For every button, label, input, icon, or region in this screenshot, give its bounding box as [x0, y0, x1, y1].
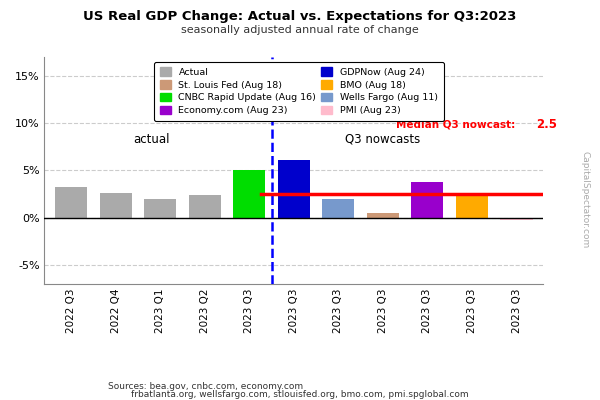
Bar [322, 199, 355, 218]
Text: seasonally adjusted annual rate of change: seasonally adjusted annual rate of chang… [181, 25, 419, 35]
Bar [144, 199, 176, 218]
Text: 2.5: 2.5 [536, 118, 557, 132]
Text: US Real GDP Change: Actual vs. Expectations for Q3:2023: US Real GDP Change: Actual vs. Expectati… [83, 10, 517, 23]
Bar [189, 195, 221, 218]
Bar [55, 187, 87, 218]
Text: Sources: bea.gov, cnbc.com, economy.com: Sources: bea.gov, cnbc.com, economy.com [108, 382, 303, 391]
Bar [100, 193, 132, 218]
Text: Median Q3 nowcast:: Median Q3 nowcast: [396, 120, 515, 130]
Bar [412, 182, 443, 218]
Bar [367, 213, 399, 218]
Bar [456, 194, 488, 218]
Bar [278, 160, 310, 218]
Bar [500, 218, 533, 220]
Text: frbatlanta.org, wellsfargo.com, stlouisfed.org, bmo.com, pmi.spglobal.com: frbatlanta.org, wellsfargo.com, stlouisf… [108, 390, 469, 399]
Bar [233, 170, 265, 218]
Text: CapitalSpectator.com: CapitalSpectator.com [581, 151, 589, 249]
Legend: Actual, St. Louis Fed (Aug 18), CNBC Rapid Update (Aug 16), Economy.com (Aug 23): Actual, St. Louis Fed (Aug 18), CNBC Rap… [154, 62, 443, 121]
Text: actual: actual [133, 133, 170, 146]
Text: Q3 nowcasts: Q3 nowcasts [345, 133, 421, 146]
